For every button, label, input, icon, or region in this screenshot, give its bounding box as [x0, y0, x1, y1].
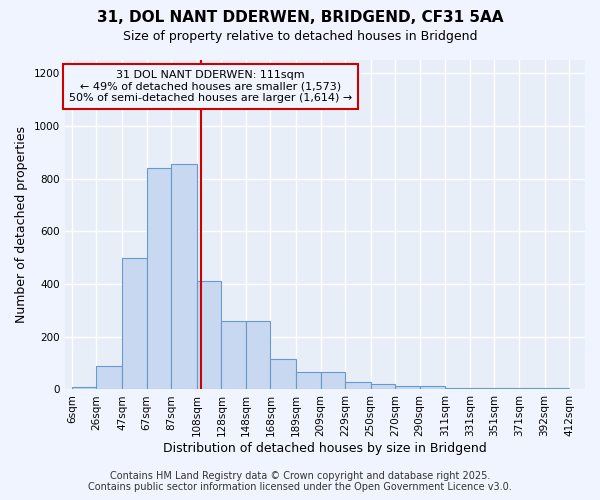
Bar: [146, 168, 171, 390]
Text: Size of property relative to detached houses in Bridgend: Size of property relative to detached ho…: [123, 30, 477, 43]
Text: 31 DOL NANT DDERWEN: 111sqm
← 49% of detached houses are smaller (1,573)
50% of : 31 DOL NANT DDERWEN: 111sqm ← 49% of det…: [69, 70, 352, 103]
Y-axis label: Number of detached properties: Number of detached properties: [15, 126, 28, 323]
Bar: [420, 386, 445, 390]
Bar: [122, 258, 146, 390]
Text: Contains HM Land Registry data © Crown copyright and database right 2025.
Contai: Contains HM Land Registry data © Crown c…: [88, 471, 512, 492]
Bar: [271, 359, 296, 390]
Bar: [246, 321, 271, 390]
Bar: [545, 388, 569, 390]
Bar: [345, 382, 371, 390]
X-axis label: Distribution of detached houses by size in Bridgend: Distribution of detached houses by size …: [163, 442, 487, 455]
Bar: [171, 164, 197, 390]
Text: 31, DOL NANT DDERWEN, BRIDGEND, CF31 5AA: 31, DOL NANT DDERWEN, BRIDGEND, CF31 5AA: [97, 10, 503, 25]
Bar: [371, 384, 395, 390]
Bar: [445, 388, 470, 390]
Bar: [494, 388, 519, 390]
Bar: [470, 388, 494, 390]
Bar: [519, 388, 545, 390]
Bar: [296, 372, 320, 390]
Bar: [72, 387, 97, 390]
Bar: [197, 282, 221, 390]
Bar: [221, 321, 246, 390]
Bar: [97, 366, 122, 390]
Bar: [395, 386, 420, 390]
Bar: [320, 372, 345, 390]
